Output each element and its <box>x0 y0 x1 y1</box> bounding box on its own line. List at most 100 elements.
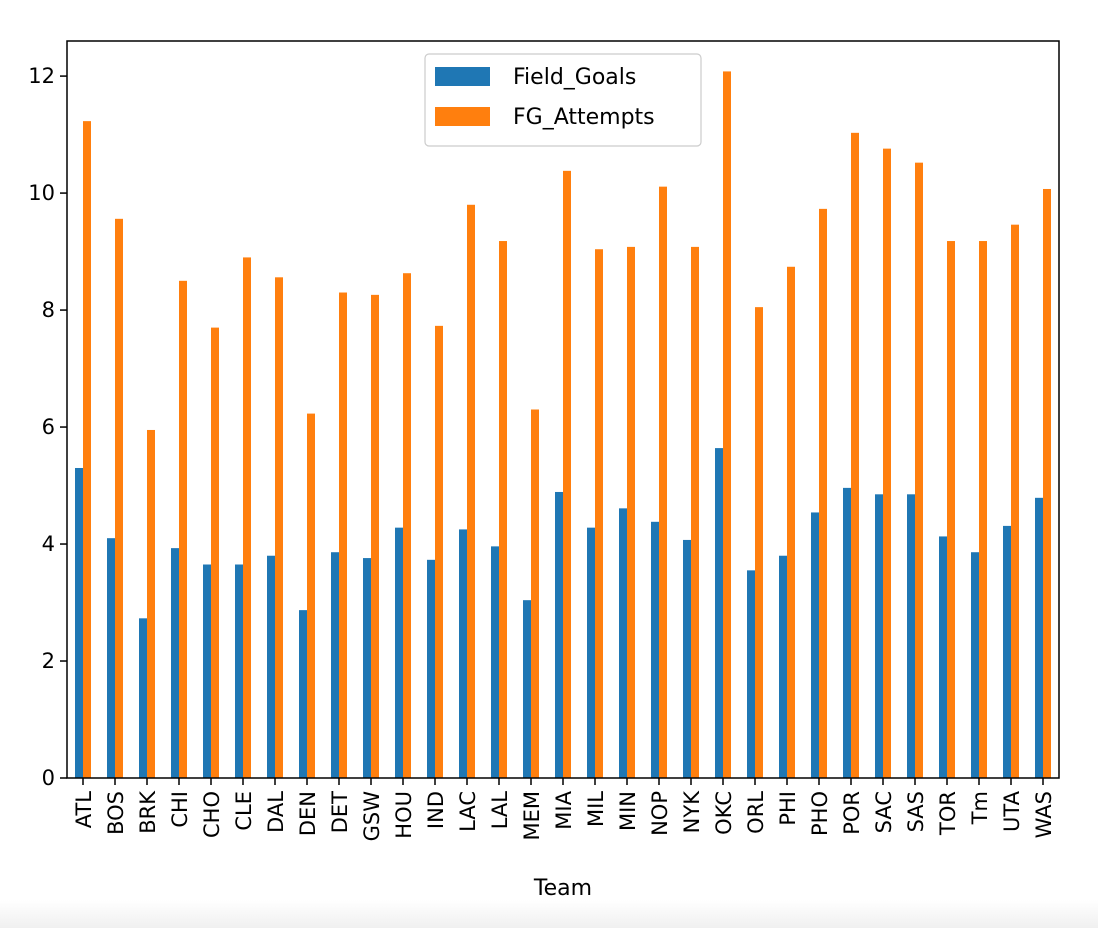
x-tick-label-sas: SAS <box>904 791 928 832</box>
bottom-shade <box>0 900 1098 928</box>
x-tick-label-nop: NOP <box>648 791 672 836</box>
bar-field-goals-mem <box>523 600 531 778</box>
bar-field-goals-phi <box>779 555 787 778</box>
bar-fg-attempts-sac <box>883 148 891 778</box>
bar-field-goals-ind <box>427 559 435 778</box>
bar-fg-attempts-den <box>307 413 315 778</box>
x-tick-label-orl: ORL <box>744 791 768 834</box>
bar-fg-attempts-orl <box>755 307 763 778</box>
bar-field-goals-hou <box>395 527 403 778</box>
bar-field-goals-gsw <box>363 558 371 778</box>
x-tick-label-den: DEN <box>296 791 320 836</box>
x-tick-label-pho: PHO <box>808 791 832 836</box>
x-tick-label-min: MIN <box>616 791 640 831</box>
bar-fg-attempts-chi <box>179 280 187 778</box>
x-tick-label-tor: TOR <box>936 791 960 836</box>
y-tick-label-0: 0 <box>42 766 55 790</box>
bar-fg-attempts-lac <box>467 204 475 778</box>
bar-field-goals-lal <box>491 546 499 778</box>
legend-box <box>424 53 702 147</box>
legend-label-field-goals: Field_Goals <box>513 65 636 90</box>
y-tick-label-8: 8 <box>42 298 55 322</box>
x-tick-label-por: POR <box>840 791 864 835</box>
bar-field-goals-dal <box>267 555 275 778</box>
bar-field-goals-atl <box>75 467 83 778</box>
x-tick-label-uta: UTA <box>1000 790 1024 832</box>
bar-fg-attempts-nyk <box>691 246 699 778</box>
bar-field-goals-uta <box>1003 525 1011 778</box>
x-tick-label-okc: OKC <box>712 791 736 835</box>
bar-field-goals-cho <box>203 564 211 778</box>
x-tick-label-atl: ATL <box>72 791 96 829</box>
bar-fg-attempts-atl <box>83 121 91 778</box>
x-tick-label-cle: CLE <box>232 791 256 831</box>
bar-field-goals-okc <box>715 448 723 778</box>
legend-swatch-fg-attempts <box>435 107 490 126</box>
y-tick-label-6: 6 <box>42 415 55 439</box>
bar-fg-attempts-hou <box>403 273 411 778</box>
bar-field-goals-por <box>843 487 851 778</box>
bar-fg-attempts-por <box>851 132 859 778</box>
x-axis-title: Team <box>533 876 592 901</box>
bar-field-goals-lac <box>459 529 467 778</box>
x-tick-label-det: DET <box>328 791 352 833</box>
bar-fg-attempts-bos <box>115 218 123 778</box>
bar-fg-attempts-dal <box>275 277 283 778</box>
bar-fg-attempts-pho <box>819 208 827 778</box>
bar-fg-attempts-tm <box>979 241 987 779</box>
bar-field-goals-mil <box>587 527 595 778</box>
bar-field-goals-nop <box>651 521 659 778</box>
bar-fg-attempts-uta <box>1011 224 1019 779</box>
bar-fg-attempts-cho <box>211 327 219 778</box>
x-tick-label-ind: IND <box>424 791 448 829</box>
y-tick-label-4: 4 <box>42 532 55 556</box>
bar-field-goals-pho <box>811 512 819 778</box>
bar-fg-attempts-det <box>339 292 347 778</box>
x-tick-label-dal: DAL <box>264 791 288 833</box>
bar-fg-attempts-okc <box>723 71 731 779</box>
y-tick-label-2: 2 <box>42 649 55 673</box>
x-tick-label-gsw: GSW <box>360 791 384 842</box>
bar-field-goals-den <box>299 610 307 778</box>
bar-fg-attempts-mem <box>531 409 539 778</box>
x-tick-label-hou: HOU <box>392 791 416 839</box>
bar-field-goals-nyk <box>683 539 691 778</box>
legend-swatch-field-goals <box>435 67 490 86</box>
bar-fg-attempts-sas <box>915 162 923 778</box>
bar-fg-attempts-was <box>1043 188 1051 779</box>
bar-fg-attempts-min <box>627 246 635 778</box>
bar-field-goals-sac <box>875 494 883 778</box>
bar-field-goals-min <box>619 508 627 778</box>
bar-fg-attempts-mia <box>563 170 571 779</box>
bar-field-goals-sas <box>907 494 915 778</box>
x-tick-label-lac: LAC <box>456 791 480 832</box>
bar-field-goals-brk <box>139 618 147 778</box>
bar-field-goals-chi <box>171 548 179 778</box>
x-tick-label-brk: BRK <box>136 790 160 834</box>
legend-label-fg-attempts: FG_Attempts <box>513 105 655 130</box>
x-tick-label-mia: MIA <box>552 790 576 829</box>
bar-field-goals-orl <box>747 570 755 778</box>
bar-fg-attempts-phi <box>787 266 795 778</box>
x-tick-label-mem: MEM <box>520 791 544 841</box>
bar-fg-attempts-brk <box>147 429 155 778</box>
x-tick-label-phi: PHI <box>776 791 800 826</box>
bar-fg-attempts-ind <box>435 325 443 778</box>
x-tick-label-mil: MIL <box>584 791 608 827</box>
bar-field-goals-mia <box>555 491 563 778</box>
x-tick-label-tm: Tm <box>968 791 992 825</box>
bar-fg-attempts-tor <box>947 241 955 779</box>
bar-field-goals-was <box>1035 497 1043 778</box>
bar-fg-attempts-cle <box>243 257 251 778</box>
bar-fg-attempts-lal <box>499 241 507 779</box>
bar-field-goals-tor <box>939 536 947 778</box>
bar-field-goals-det <box>331 552 339 778</box>
x-tick-label-sac: SAC <box>872 791 896 833</box>
x-tick-label-lal: LAL <box>488 791 512 830</box>
y-tick-label-10: 10 <box>28 181 55 205</box>
x-tick-label-bos: BOS <box>104 791 128 835</box>
x-tick-label-chi: CHI <box>168 791 192 828</box>
x-tick-label-was: WAS <box>1032 791 1056 838</box>
